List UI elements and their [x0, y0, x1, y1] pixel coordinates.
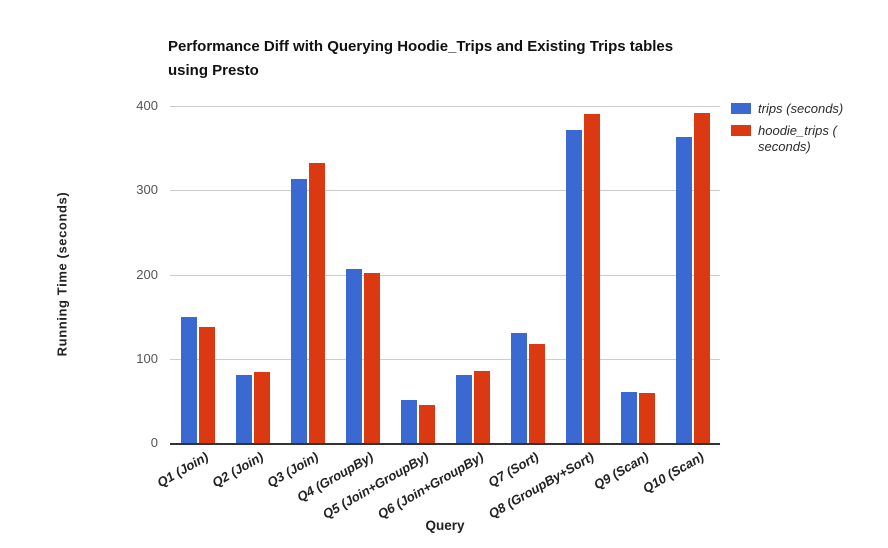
- plot-area: [170, 106, 720, 445]
- bar-trips-q1-join: [180, 316, 197, 443]
- x-axis-tick-label-q6-join-groupby: Q6 (Join+GroupBy): [374, 449, 486, 522]
- bar-hoodie-trips-q6-join-groupby: [473, 371, 490, 443]
- bar-group-q3-join: [280, 106, 335, 443]
- y-axis-tick-label-300: 300: [136, 182, 158, 198]
- legend-swatch-hoodie-trips: [731, 125, 751, 136]
- bar-group-q7-sort: [500, 106, 555, 443]
- bar-hoodie-trips-q3-join: [308, 163, 325, 443]
- bar-group-q2-join: [225, 106, 280, 443]
- bar-trips-q6-join-groupby: [455, 374, 472, 443]
- y-axis-tick-label-0: 0: [150, 435, 158, 450]
- y-axis-tick-label-400: 400: [136, 98, 158, 113]
- x-axis-tick-label-q2-join: Q2 (Join): [209, 449, 266, 491]
- chart-title-line2: using Presto: [168, 62, 259, 79]
- bar-group-q9-scan: [610, 106, 665, 443]
- x-axis-tick-label-q10-scan: Q10 (Scan): [639, 449, 706, 496]
- bar-trips-q4-groupby: [345, 268, 362, 443]
- gridline-200: [170, 274, 720, 276]
- bar-hoodie-trips-q8-groupby-sort: [583, 114, 600, 443]
- bar-group-q5-join-groupby: [390, 106, 445, 443]
- bar-trips-q2-join: [235, 374, 252, 443]
- bar-trips-q5-join-groupby: [400, 400, 417, 443]
- chart-title-line1: Performance Diff with Querying Hoodie_Tr…: [168, 38, 674, 55]
- bar-trips-q3-join: [290, 179, 307, 443]
- y-axis-tick-label-200: 200: [136, 266, 158, 282]
- bar-trips-q8-groupby-sort: [565, 130, 582, 443]
- bar-hoodie-trips-q10-scan: [693, 112, 710, 443]
- legend-label-hoodie-trips: hoodie_trips ( seconds): [758, 123, 837, 154]
- bar-trips-q7-sort: [510, 332, 527, 443]
- gridline-400: [170, 106, 720, 107]
- bar-group-q6-join-groupby: [445, 106, 500, 443]
- y-axis-title: Running Time (seconds): [54, 191, 70, 357]
- bar-hoodie-trips-q7-sort: [528, 344, 545, 443]
- x-axis-title: Query: [425, 518, 465, 533]
- x-axis-tick-label-q8-groupby-sort: Q8 (GroupBy+Sort): [485, 449, 596, 522]
- legend-item-hoodie-trips: hoodie_trips ( seconds): [731, 123, 858, 155]
- bar-hoodie-trips-q1-join: [198, 326, 215, 443]
- x-axis-tick-label-q1-join: Q1 (Join): [154, 449, 211, 491]
- bar-trips-q10-scan: [675, 137, 692, 443]
- bar-group-q1-join: [170, 106, 225, 443]
- bar-group-q8-groupby-sort: [555, 106, 610, 443]
- bar-hoodie-trips-q9-scan: [638, 393, 655, 443]
- bar-hoodie-trips-q2-join: [253, 372, 270, 443]
- legend-item-trips: trips (seconds): [731, 101, 858, 117]
- gridline-300: [170, 190, 720, 192]
- legend-swatch-trips: [731, 103, 751, 114]
- bar-group-q4-groupby: [335, 106, 390, 443]
- legend: trips (seconds) hoodie_trips ( seconds): [731, 101, 858, 161]
- bar-hoodie-trips-q5-join-groupby: [418, 405, 435, 443]
- bar-group-q10-scan: [665, 106, 720, 443]
- bar-hoodie-trips-q4-groupby: [363, 272, 380, 443]
- bar-trips-q9-scan: [620, 391, 637, 443]
- y-axis-tick-label-100: 100: [136, 350, 158, 366]
- gridline-100: [170, 358, 720, 360]
- legend-label-trips: trips (seconds): [758, 101, 844, 116]
- chart-title: Performance Diff with Querying Hoodie_Tr…: [168, 35, 673, 83]
